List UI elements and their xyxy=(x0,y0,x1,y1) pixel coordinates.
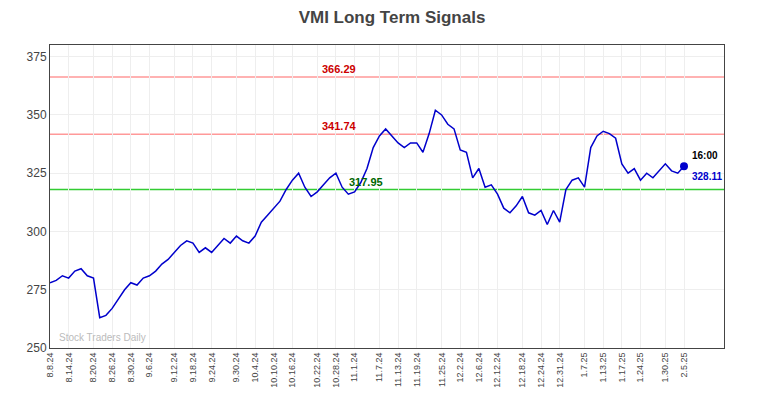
svg-text:12.6.24: 12.6.24 xyxy=(474,353,484,383)
svg-text:9.18.24: 9.18.24 xyxy=(188,353,198,383)
svg-text:10.10.24: 10.10.24 xyxy=(269,353,279,388)
svg-text:300: 300 xyxy=(27,225,47,239)
svg-text:12.18.24: 12.18.24 xyxy=(517,353,527,388)
svg-text:11.7.24: 11.7.24 xyxy=(374,353,384,382)
svg-text:328.11: 328.11 xyxy=(692,171,722,182)
svg-text:275: 275 xyxy=(27,283,47,297)
svg-text:1.13.25: 1.13.25 xyxy=(598,353,608,383)
svg-text:11.1.24: 11.1.24 xyxy=(349,353,359,382)
svg-text:9.24.24: 9.24.24 xyxy=(207,353,217,383)
svg-text:350: 350 xyxy=(27,108,47,122)
svg-text:8.14.24: 8.14.24 xyxy=(64,353,74,383)
svg-text:8.26.24: 8.26.24 xyxy=(107,353,117,383)
svg-text:16:00: 16:00 xyxy=(692,150,718,161)
svg-text:12.2.24: 12.2.24 xyxy=(455,353,465,383)
svg-text:9.12.24: 9.12.24 xyxy=(169,353,179,383)
svg-text:10.22.24: 10.22.24 xyxy=(312,353,322,388)
svg-text:10.16.24: 10.16.24 xyxy=(287,353,297,388)
svg-text:12.31.24: 12.31.24 xyxy=(555,353,565,388)
svg-text:375: 375 xyxy=(27,50,47,64)
svg-text:250: 250 xyxy=(27,341,47,355)
svg-text:341.74: 341.74 xyxy=(322,120,357,132)
svg-text:1.30.25: 1.30.25 xyxy=(660,353,670,383)
svg-text:317.95: 317.95 xyxy=(349,176,383,188)
svg-text:325: 325 xyxy=(27,166,47,180)
svg-text:1.17.25: 1.17.25 xyxy=(617,353,627,383)
svg-text:8.30.24: 8.30.24 xyxy=(126,353,136,383)
svg-text:366.29: 366.29 xyxy=(322,63,356,75)
svg-text:9.30.24: 9.30.24 xyxy=(231,353,241,383)
svg-text:11.19.24: 11.19.24 xyxy=(412,353,422,387)
svg-text:8.20.24: 8.20.24 xyxy=(88,353,98,383)
svg-text:Stock Traders Daily: Stock Traders Daily xyxy=(59,332,146,343)
svg-text:8.8.24: 8.8.24 xyxy=(45,353,55,378)
svg-text:10.28.24: 10.28.24 xyxy=(331,353,341,388)
svg-text:2.5.25: 2.5.25 xyxy=(679,353,689,378)
svg-text:11.25.24: 11.25.24 xyxy=(437,353,447,387)
svg-text:10.4.24: 10.4.24 xyxy=(250,353,260,383)
svg-text:1.7.25: 1.7.25 xyxy=(579,353,589,378)
svg-text:12.12.24: 12.12.24 xyxy=(492,353,502,388)
svg-text:1.24.25: 1.24.25 xyxy=(635,353,645,383)
svg-text:VMI Long Term Signals: VMI Long Term Signals xyxy=(299,8,486,27)
svg-text:11.13.24: 11.13.24 xyxy=(393,353,403,387)
svg-text:9.6.24: 9.6.24 xyxy=(144,353,154,378)
svg-text:12.24.24: 12.24.24 xyxy=(536,353,546,388)
